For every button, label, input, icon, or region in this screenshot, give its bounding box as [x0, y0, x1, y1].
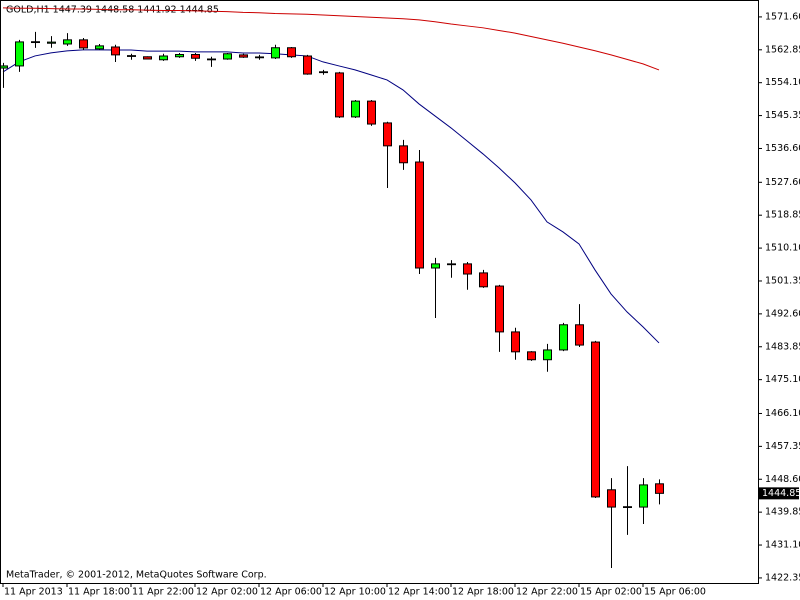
x-tick-label: 12 Apr 10:00 — [324, 587, 386, 598]
candle-body — [351, 100, 360, 118]
x-tick-label: 12 Apr 06:00 — [260, 587, 322, 598]
x-tick-label: 12 Apr 14:00 — [388, 587, 450, 598]
candle-body — [319, 71, 328, 74]
y-tick-label: 1545.35 — [765, 110, 800, 121]
candle-body — [527, 351, 536, 361]
y-tick-label: 1527.60 — [765, 177, 800, 188]
y-tick-label: 1492.60 — [765, 308, 800, 319]
y-tick-label: 1501.35 — [765, 275, 800, 286]
moving-average-line — [2, 7, 660, 71]
candle-body — [447, 263, 456, 266]
plot-frame — [0, 0, 759, 584]
candle-body — [303, 55, 312, 75]
candle-body — [47, 41, 56, 44]
candle-body — [383, 122, 392, 147]
candle-body — [639, 484, 648, 508]
candle-body — [63, 39, 72, 45]
x-tick-label: 11 Apr 2013 — [4, 587, 63, 598]
candle-body — [463, 263, 472, 275]
candle-body — [287, 47, 296, 58]
candle-body — [543, 349, 552, 361]
x-tick-label: 15 Apr 02:00 — [580, 587, 642, 598]
candle-body — [95, 45, 104, 50]
candle-body — [511, 331, 520, 353]
candle-body — [31, 41, 40, 44]
candle-body — [335, 72, 344, 118]
candle-body — [607, 489, 616, 508]
y-tick-label: 1431.10 — [765, 540, 800, 551]
x-tick-label: 12 Apr 18:00 — [452, 587, 514, 598]
candle-body — [431, 263, 440, 269]
candle-body — [79, 39, 88, 49]
y-tick-label: 1536.60 — [765, 143, 800, 154]
candle-body — [495, 285, 504, 333]
candle-body — [143, 56, 152, 60]
candle-body — [207, 58, 216, 61]
candle-body — [111, 46, 120, 56]
plot-layer — [1, 7, 664, 568]
candle-body — [223, 53, 232, 60]
y-tick-label: 1518.85 — [765, 210, 800, 221]
y-tick-label: 1466.10 — [765, 408, 800, 419]
y-tick-label: 1448.60 — [765, 474, 800, 485]
x-tick-label: 11 Apr 22:00 — [132, 587, 194, 598]
candle-body — [175, 54, 184, 58]
candle-body — [655, 483, 664, 494]
y-tick-label: 1562.85 — [765, 44, 800, 55]
candle-body — [479, 272, 488, 288]
candle-body — [559, 324, 568, 351]
y-tick-label: 1457.35 — [765, 441, 800, 452]
candle-body — [127, 55, 136, 57]
candle-body — [575, 324, 584, 346]
candle-body — [399, 145, 408, 164]
x-tick-label: 15 Apr 06:00 — [644, 587, 706, 598]
y-tick-label: 1475.10 — [765, 374, 800, 385]
candle-body — [15, 41, 24, 67]
y-tick-label: 1554.10 — [765, 77, 800, 88]
candle-body — [239, 54, 248, 58]
candle-body — [367, 100, 376, 125]
x-tick-label: 12 Apr 02:00 — [196, 587, 258, 598]
x-tick-label: 12 Apr 22:00 — [516, 587, 578, 598]
candle-body — [271, 47, 280, 59]
candle-body — [1, 65, 8, 69]
candle-body — [623, 506, 632, 508]
current-price-box — [759, 487, 799, 500]
footer: MetaTrader, © 2001-2012, MetaQuotes Soft… — [6, 570, 267, 581]
y-tick-label: 1422.35 — [765, 572, 800, 583]
candle-body — [191, 54, 200, 59]
y-tick-label: 1571.60 — [765, 11, 800, 22]
candle-body — [415, 161, 424, 269]
y-tick-label: 1510.10 — [765, 243, 800, 254]
candle-body — [255, 56, 264, 59]
current-price-label: 1444.85 — [762, 488, 800, 499]
x-tick-label: 11 Apr 18:00 — [68, 587, 130, 598]
y-tick-label: 1483.85 — [765, 341, 800, 352]
candle-body — [159, 55, 168, 61]
y-tick-label: 1439.85 — [765, 507, 800, 518]
candle-body — [591, 341, 600, 498]
